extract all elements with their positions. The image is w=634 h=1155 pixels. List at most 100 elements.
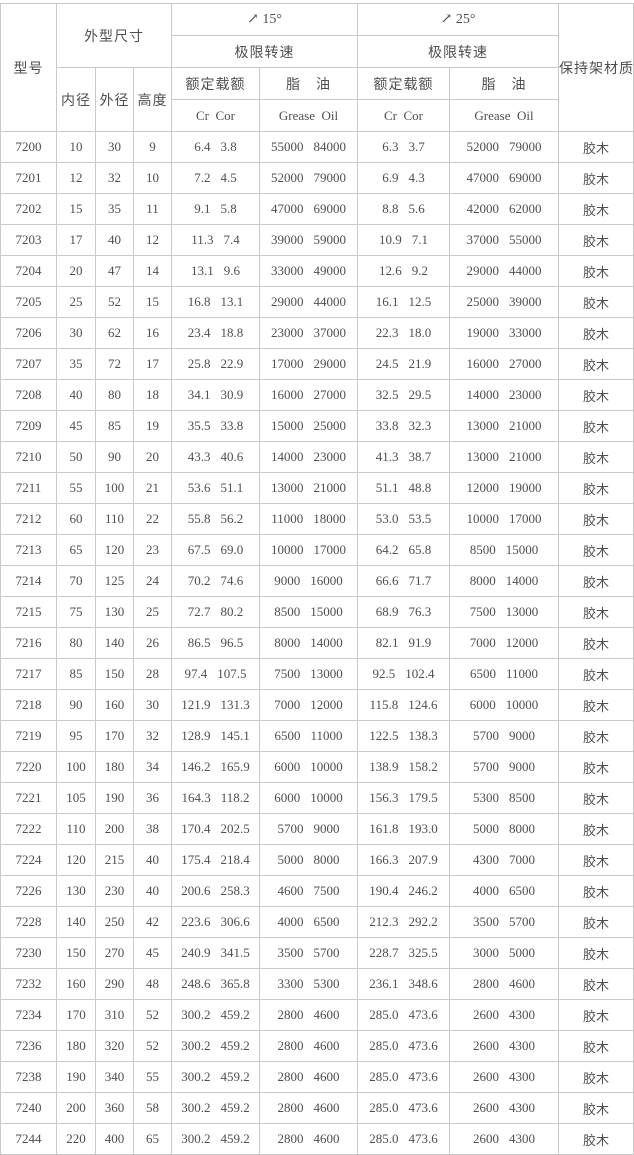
height-cell: 42 xyxy=(132,906,173,938)
cage-material-cell: 胶木 xyxy=(558,286,634,318)
grease15-value: 14000 xyxy=(271,449,304,464)
height-cell: 48 xyxy=(132,968,173,1000)
cr-cor-15-cell: 300.2 459.2 xyxy=(171,1030,261,1062)
cr-cor-15-cell: 200.6 258.3 xyxy=(171,875,261,907)
cor25-value: 3.7 xyxy=(408,139,425,154)
grease-oil-25-cell: 19000 33000 xyxy=(449,317,560,349)
bore-diameter-cell: 65 xyxy=(56,534,96,566)
grease15-value: 52000 xyxy=(271,170,304,185)
header-dimensions-group: 外型尺寸 xyxy=(55,3,173,68)
header-row-1: 型号 外型尺寸 ↗ 15° ↗ 25° 保持架材质 xyxy=(0,3,634,132)
cor15-value: 40.6 xyxy=(220,449,244,464)
table-row: 7209 45 85 19 35.5 33.8 15000 25000 33.8 32.3 1300… xyxy=(0,410,634,442)
grease-oil-25-cell: 4300 7000 xyxy=(449,844,560,876)
cage-material-cell: 胶木 xyxy=(558,844,634,876)
cor15-value: 107.5 xyxy=(217,666,247,681)
cor15-value: 56.2 xyxy=(220,511,244,526)
cage-material-cell: 胶木 xyxy=(558,999,634,1031)
cr15-value: 300.2 xyxy=(181,1069,211,1084)
table-row: 7219 95 170 32 128.9 145.1 6500 11000 122.5 138.3… xyxy=(0,720,634,752)
cage-material-cell: 胶木 xyxy=(558,937,634,969)
bore-diameter-cell: 20 xyxy=(56,255,96,287)
cr-cor-15-cell: 86.5 96.5 xyxy=(171,627,261,659)
grease25-value: 25000 xyxy=(466,294,500,309)
cor25-value: 348.6 xyxy=(408,976,438,991)
cr15-value: 67.5 xyxy=(187,542,211,557)
oil25-value: 9000 xyxy=(509,728,536,743)
cr15-value: 86.5 xyxy=(187,635,211,650)
cr15-value: 11.3 xyxy=(191,232,214,247)
cr25-value: 51.1 xyxy=(375,480,399,495)
grease25-value: 5300 xyxy=(473,790,500,805)
header-cage-material: 保持架材质 xyxy=(558,3,634,132)
oil15-value: 27000 xyxy=(313,387,347,402)
cor25-value: 473.6 xyxy=(408,1007,438,1022)
table-row: 7204 20 47 14 13.1 9.6 33000 49000 12.6 9.2 29000 4… xyxy=(0,255,634,287)
cor15-value: 341.5 xyxy=(220,945,250,960)
cr-cor-15-cell: 6.4 3.8 xyxy=(171,131,261,163)
grease25-value: 3000 xyxy=(473,945,500,960)
oil15-value: 4600 xyxy=(313,1100,340,1115)
header-model: 型号 xyxy=(0,3,57,132)
bore-diameter-cell: 70 xyxy=(56,565,96,597)
outer-diameter-cell: 360 xyxy=(95,1092,134,1124)
outer-diameter-cell: 130 xyxy=(95,596,134,628)
oil25-value: 10000 xyxy=(505,697,539,712)
bore-diameter-cell: 200 xyxy=(56,1092,96,1124)
height-cell: 17 xyxy=(132,348,173,380)
cor25-value: 65.8 xyxy=(408,542,432,557)
oil15-value: 21000 xyxy=(313,480,347,495)
cr-cor-25-cell: 16.1 12.5 xyxy=(357,286,451,318)
cor25-value: 102.4 xyxy=(405,666,435,681)
oil25-value: 39000 xyxy=(509,294,542,309)
cr-cor-15-cell: 35.5 33.8 xyxy=(171,410,261,442)
outer-diameter-cell: 62 xyxy=(95,317,134,349)
grease15-value: 29000 xyxy=(271,294,304,309)
grease25-value: 8500 xyxy=(469,542,496,557)
cr15-value: 300.2 xyxy=(181,1007,211,1022)
height-cell: 52 xyxy=(132,999,173,1031)
outer-diameter-cell: 190 xyxy=(95,782,134,814)
grease25-value: 2600 xyxy=(473,1131,500,1146)
grease-oil-15-cell: 6000 10000 xyxy=(259,751,359,783)
grease15-value: 7500 xyxy=(274,666,301,681)
oil15-value: 23000 xyxy=(313,449,347,464)
outer-diameter-cell: 35 xyxy=(95,193,134,225)
grease-oil-15-cell: 29000 44000 xyxy=(259,286,359,318)
cr25-value: 285.0 xyxy=(369,1131,399,1146)
outer-diameter-cell: 125 xyxy=(95,565,134,597)
cr25-value: 115.8 xyxy=(369,697,399,712)
grease25-value: 6000 xyxy=(469,697,496,712)
cr-cor-15-cell: 300.2 459.2 xyxy=(171,1123,261,1155)
cr25-value: 10.9 xyxy=(379,232,402,247)
grease-oil-15-cell: 2800 4600 xyxy=(259,1030,359,1062)
table-row: 7212 60 110 22 55.8 56.2 11000 18000 53.0 53.5 100… xyxy=(0,503,634,535)
height-cell: 40 xyxy=(132,875,173,907)
oil15-value: 59000 xyxy=(313,232,347,247)
outer-diameter-cell: 180 xyxy=(95,751,134,783)
height-cell: 11 xyxy=(132,193,173,225)
oil15-value: 10000 xyxy=(310,790,343,805)
cr-cor-25-cell: 8.8 5.6 xyxy=(357,193,451,225)
height-cell: 25 xyxy=(132,596,173,628)
bore-diameter-cell: 130 xyxy=(56,875,96,907)
cor15-value: 4.5 xyxy=(220,170,237,185)
cr15-value: 248.6 xyxy=(181,976,211,991)
cr25-value: 33.8 xyxy=(375,418,399,433)
height-cell: 34 xyxy=(132,751,173,783)
model-cell: 7207 xyxy=(0,348,57,380)
oil15-value: 9000 xyxy=(313,821,340,836)
height-cell: 12 xyxy=(132,224,173,256)
grease-oil-25-cell: 13000 21000 xyxy=(449,410,560,442)
cr15-value: 72.7 xyxy=(187,604,211,619)
grease-oil-15-cell: 6000 10000 xyxy=(259,782,359,814)
grease15-value: 33000 xyxy=(271,263,304,278)
grease15-value: 16000 xyxy=(271,387,304,402)
oil15-value: 4600 xyxy=(313,1069,340,1084)
table-row: 7244 220 400 65 300.2 459.2 2800 4600 285.0 473.6… xyxy=(0,1123,634,1155)
grease-oil-15-cell: 11000 18000 xyxy=(259,503,359,535)
grease15-value: 11000 xyxy=(271,511,304,526)
bore-diameter-cell: 190 xyxy=(56,1061,96,1093)
grease25-value: 2600 xyxy=(473,1069,500,1084)
cage-material-cell: 胶木 xyxy=(558,472,634,504)
